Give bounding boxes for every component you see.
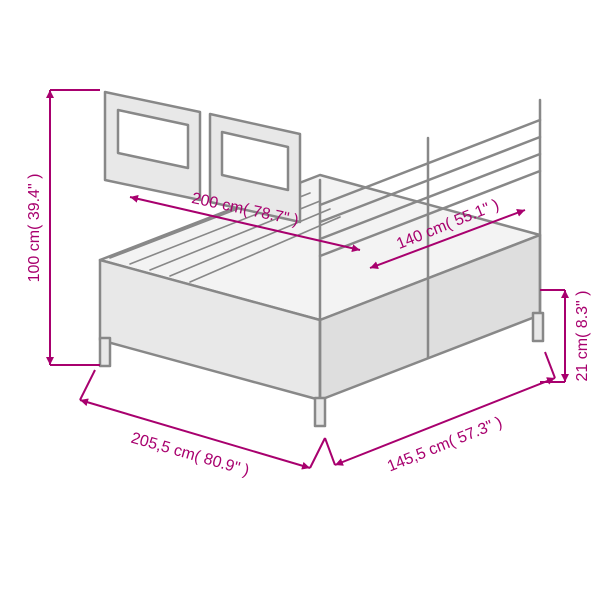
- product-sketch: [100, 92, 543, 426]
- dimension-footboard_height: 21 cm( 8.3" ): [540, 290, 591, 382]
- dimension-label: 205,5 cm( 80.9" ): [129, 430, 251, 480]
- dimension-height_headboard: 100 cm( 39.4" ): [26, 90, 100, 365]
- dimension-label: 145,5 cm( 57.3" ): [385, 414, 505, 476]
- dimension-label: 100 cm( 39.4" ): [26, 174, 43, 283]
- dimension-label: 21 cm( 8.3" ): [574, 290, 591, 381]
